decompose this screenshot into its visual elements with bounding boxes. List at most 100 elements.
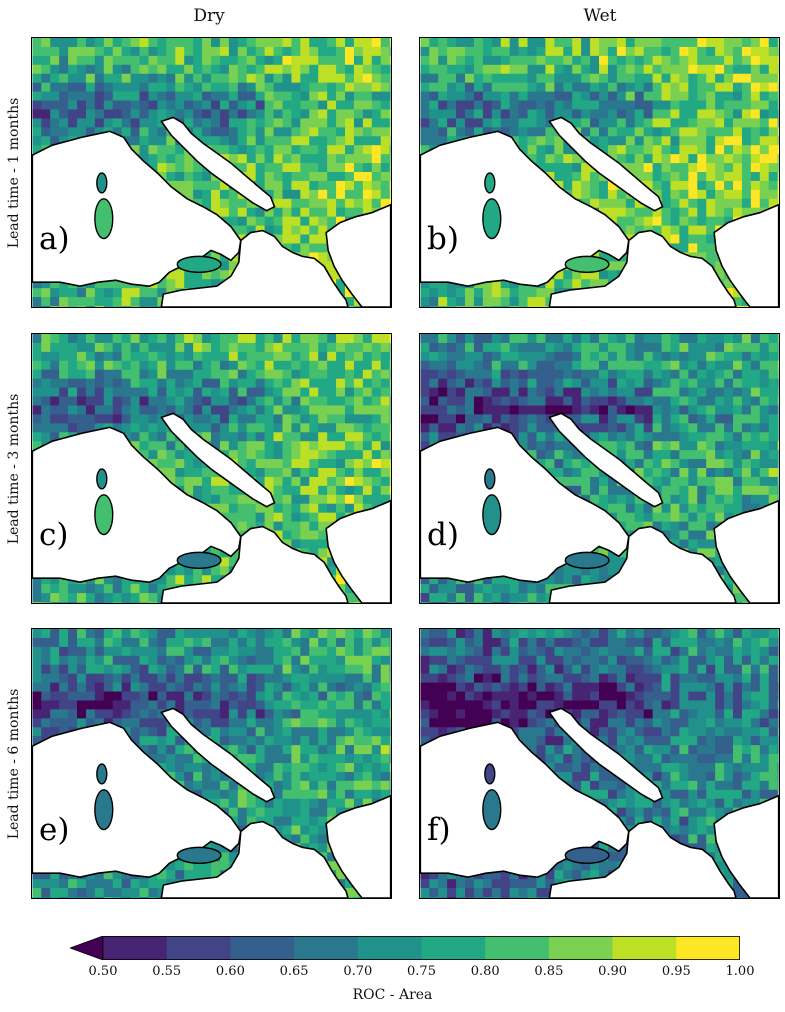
- heatmap-cell: [309, 557, 319, 567]
- heatmap-cell: [273, 46, 283, 57]
- heatmap-cell: [652, 530, 663, 540]
- heatmap-cell: [625, 163, 636, 173]
- heatmap-cell: [211, 109, 221, 119]
- heatmap-cell: [572, 476, 582, 487]
- heatmap-cell: [429, 441, 439, 451]
- heatmap-cell: [309, 584, 319, 594]
- heatmap-cell: [545, 91, 555, 102]
- heatmap-cell: [77, 136, 87, 146]
- heatmap-cell: [345, 136, 355, 146]
- heatmap-cell: [706, 73, 716, 84]
- heatmap-cell: [353, 243, 364, 253]
- heatmap-cell: [554, 378, 564, 389]
- heatmap-cell: [228, 270, 239, 280]
- heatmap-cell: [282, 450, 292, 460]
- heatmap-cell: [768, 127, 779, 137]
- heatmap-cell: [679, 46, 689, 57]
- heatmap-cell: [750, 297, 761, 307]
- heatmap-cell: [219, 521, 230, 532]
- heatmap-cell: [327, 118, 337, 128]
- heatmap-cell: [715, 334, 725, 344]
- heatmap-cell: [607, 539, 618, 549]
- heatmap-cell: [112, 485, 123, 496]
- heatmap-cell: [202, 396, 212, 406]
- heatmap-cell: [634, 450, 645, 460]
- heatmap-cell: [371, 234, 382, 244]
- heatmap-cell: [545, 512, 555, 523]
- heatmap-cell: [750, 396, 761, 406]
- heatmap-cell: [327, 127, 337, 137]
- heatmap-cell: [50, 476, 60, 487]
- heatmap-cell: [273, 82, 283, 93]
- heatmap-cell: [652, 512, 663, 523]
- heatmap-cell: [68, 297, 78, 307]
- heatmap-cell: [327, 539, 337, 549]
- heatmap-cell: [336, 234, 346, 244]
- heatmap-cell: [148, 539, 158, 549]
- panel-letter: c): [39, 517, 69, 553]
- heatmap-cell: [572, 468, 582, 478]
- heatmap-cell: [94, 342, 105, 353]
- heatmap-cell: [121, 423, 132, 433]
- heatmap-cell: [652, 216, 663, 227]
- heatmap-cell: [563, 136, 573, 146]
- heatmap-cell: [599, 521, 609, 532]
- heatmap-cell: [688, 46, 698, 57]
- heatmap-cell: [237, 476, 248, 487]
- heatmap-cell: [300, 485, 310, 496]
- heatmap-cell: [590, 207, 600, 218]
- heatmap-cell: [166, 441, 176, 451]
- heatmap-cell: [625, 468, 636, 478]
- heatmap-cell: [661, 468, 671, 478]
- heatmap-cell: [706, 109, 716, 119]
- heatmap-cell: [50, 351, 60, 362]
- heatmap-cell: [465, 512, 475, 523]
- heatmap-cell: [724, 46, 734, 57]
- heatmap-cell: [157, 566, 167, 576]
- heatmap-cell: [473, 261, 484, 271]
- heatmap-cell: [527, 530, 537, 540]
- heatmap-cell: [607, 225, 618, 236]
- heatmap-cell: [634, 38, 645, 48]
- heatmap-cell: [777, 360, 779, 371]
- heatmap-cell: [509, 548, 520, 558]
- heatmap-cell: [211, 485, 221, 496]
- heatmap-cell: [563, 64, 573, 75]
- heatmap-cell: [447, 55, 457, 66]
- heatmap-cell: [563, 225, 573, 236]
- heatmap-cell: [581, 154, 591, 164]
- heatmap-cell: [581, 100, 591, 110]
- heatmap-cell: [380, 521, 391, 532]
- heatmap-cell: [759, 252, 770, 262]
- heatmap-cell: [148, 521, 158, 532]
- heatmap-cell: [345, 503, 355, 514]
- heatmap-cell: [759, 351, 770, 362]
- heatmap-cell: [175, 593, 185, 603]
- heatmap-cell: [554, 172, 564, 182]
- heatmap-cell: [237, 100, 248, 110]
- heatmap-cell: [706, 494, 716, 505]
- heatmap-cell: [581, 64, 591, 75]
- heatmap-cell: [715, 539, 725, 549]
- heatmap-cell: [679, 82, 689, 93]
- heatmap-cell: [616, 414, 627, 424]
- heatmap-cell: [438, 207, 448, 218]
- heatmap-cell: [554, 297, 564, 307]
- heatmap-cell: [590, 423, 600, 433]
- heatmap-cell: [688, 459, 698, 469]
- heatmap-cell: [715, 73, 725, 84]
- heatmap-cell: [219, 539, 230, 549]
- heatmap-cell: [473, 521, 484, 532]
- heatmap-cell: [634, 503, 645, 514]
- heatmap-cell: [148, 584, 158, 594]
- heatmap-cell: [336, 566, 346, 576]
- heatmap-cell: [148, 485, 158, 496]
- heatmap-cell: [661, 207, 671, 218]
- heatmap-cell: [68, 261, 78, 271]
- heatmap-cell: [661, 279, 671, 289]
- heatmap-cell: [345, 459, 355, 469]
- heatmap-cell: [679, 450, 689, 460]
- heatmap-cell: [759, 189, 770, 200]
- heatmap-cell: [420, 82, 430, 93]
- heatmap-cell: [273, 261, 283, 271]
